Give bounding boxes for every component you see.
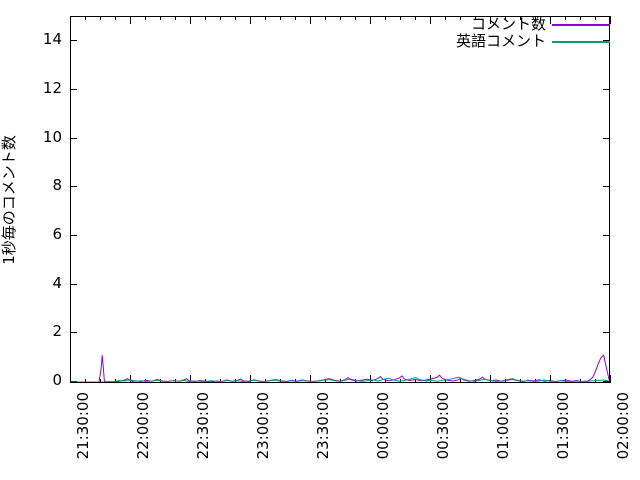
x-axis-minor-tick-mark xyxy=(205,16,206,20)
y-axis-tick-label: 12 xyxy=(42,79,62,97)
x-axis-minor-tick-mark xyxy=(100,379,101,383)
x-axis-minor-tick-mark xyxy=(400,16,401,20)
x-axis-minor-tick-mark xyxy=(340,16,341,20)
x-axis-tick-mark xyxy=(370,16,371,24)
x-axis-minor-tick-mark xyxy=(595,16,596,20)
y-axis-tick-label: 14 xyxy=(42,30,62,49)
y-axis-tick-mark xyxy=(70,284,77,285)
x-axis-tick-mark xyxy=(610,16,611,24)
y-axis-tick-mark xyxy=(603,138,610,139)
y-axis-tick-mark xyxy=(603,186,610,187)
x-axis-minor-tick-mark xyxy=(325,16,326,20)
x-axis-minor-tick-mark xyxy=(280,16,281,20)
x-axis-minor-tick-mark xyxy=(355,16,356,20)
series-line-english-comment xyxy=(71,376,609,382)
x-axis-tick-mark xyxy=(430,16,431,24)
y-axis-title: 1秒毎のコメント数 xyxy=(0,135,18,265)
x-axis-minor-tick-mark xyxy=(385,16,386,20)
y-axis-tick-mark xyxy=(70,332,77,333)
y-axis-tick-mark xyxy=(70,89,77,90)
x-axis-tick-label: 23:00:00 xyxy=(254,392,272,460)
x-axis-minor-tick-mark xyxy=(385,379,386,383)
y-axis-tick-label: 0 xyxy=(52,371,62,389)
x-axis-tick-mark xyxy=(310,16,311,24)
x-axis-minor-tick-mark xyxy=(535,16,536,20)
x-axis-tick-label: 00:00:00 xyxy=(374,392,392,460)
x-axis-tick-mark xyxy=(490,16,491,24)
x-axis-minor-tick-mark xyxy=(415,379,416,383)
x-axis-minor-tick-mark xyxy=(415,16,416,20)
x-axis-minor-tick-mark xyxy=(505,16,506,20)
x-axis-tick-label: 01:30:00 xyxy=(554,392,572,460)
x-axis-minor-tick-mark xyxy=(235,16,236,20)
x-axis-minor-tick-mark xyxy=(85,16,86,20)
y-axis-tick-mark xyxy=(603,284,610,285)
plot-area xyxy=(70,16,610,383)
legend-label-english-comment: 英語コメント xyxy=(455,32,546,50)
series-layer xyxy=(71,354,609,382)
legend-swatch-comment-count xyxy=(552,23,610,26)
y-axis-tick-mark xyxy=(603,332,610,333)
x-axis-minor-tick-mark xyxy=(460,379,461,383)
x-axis-tick-mark xyxy=(550,16,551,24)
y-axis-tick-mark xyxy=(603,381,610,382)
x-axis-tick-mark xyxy=(190,16,191,24)
x-axis-minor-tick-mark xyxy=(295,16,296,20)
x-axis-tick-mark xyxy=(370,375,371,383)
y-axis-tick-mark xyxy=(603,89,610,90)
x-axis-minor-tick-mark xyxy=(565,16,566,20)
y-axis-tick-mark xyxy=(603,235,610,236)
legend-item-comment-count: コメント数 xyxy=(450,16,610,33)
x-axis-tick-mark xyxy=(130,375,131,383)
x-axis-tick-mark xyxy=(250,375,251,383)
x-axis-tick-label: 22:30:00 xyxy=(194,392,212,460)
x-axis-tick-mark xyxy=(130,16,131,24)
y-axis-tick-mark xyxy=(70,138,77,139)
chart-legend: コメント数 英語コメント xyxy=(450,16,610,50)
x-axis-minor-tick-mark xyxy=(520,16,521,20)
x-axis-tick-mark xyxy=(610,375,611,383)
x-axis-minor-tick-mark xyxy=(445,379,446,383)
y-axis-tick-mark xyxy=(70,40,77,41)
x-axis-tick-label: 22:00:00 xyxy=(134,392,152,460)
x-axis-tick-mark xyxy=(190,375,191,383)
x-axis-minor-tick-mark xyxy=(85,379,86,383)
y-axis-tick-label: 2 xyxy=(52,322,62,341)
x-axis-minor-tick-mark xyxy=(445,16,446,20)
x-axis-minor-tick-mark xyxy=(175,16,176,20)
legend-swatch-english-comment xyxy=(552,40,610,43)
x-axis-tick-label: 02:00:00 xyxy=(614,392,632,460)
legend-label-comment-count: コメント数 xyxy=(470,15,546,33)
x-axis-minor-tick-mark xyxy=(325,379,326,383)
x-axis-minor-tick-mark xyxy=(115,16,116,20)
y-axis-tick-label: 8 xyxy=(52,176,62,195)
y-axis-tick-label: 4 xyxy=(52,273,62,292)
x-axis-tick-mark xyxy=(310,375,311,383)
x-axis-tick-label: 21:30:00 xyxy=(74,392,92,460)
x-axis-tick-mark xyxy=(550,375,551,383)
y-axis-tick-label: 10 xyxy=(42,127,62,146)
x-axis-tick-label: 23:30:00 xyxy=(314,392,332,460)
x-axis-minor-tick-mark xyxy=(265,16,266,20)
y-axis-tick-label: 6 xyxy=(52,225,62,243)
x-axis-minor-tick-mark xyxy=(460,16,461,20)
x-axis-tick-mark xyxy=(250,16,251,24)
x-axis-minor-tick-mark xyxy=(475,16,476,20)
y-axis-tick-mark xyxy=(70,235,77,236)
y-axis-tick-mark xyxy=(70,186,77,187)
x-axis-minor-tick-mark xyxy=(100,16,101,20)
x-axis-tick-mark xyxy=(490,375,491,383)
x-axis-minor-tick-mark xyxy=(145,16,146,20)
series-line-comment-count xyxy=(71,354,609,382)
x-axis-minor-tick-mark xyxy=(220,16,221,20)
x-axis-tick-label: 00:30:00 xyxy=(434,392,452,460)
x-axis-tick-label: 01:00:00 xyxy=(494,392,512,460)
x-axis-minor-tick-mark xyxy=(580,16,581,20)
x-axis-minor-tick-mark xyxy=(160,16,161,20)
legend-item-english-comment: 英語コメント xyxy=(450,33,610,50)
